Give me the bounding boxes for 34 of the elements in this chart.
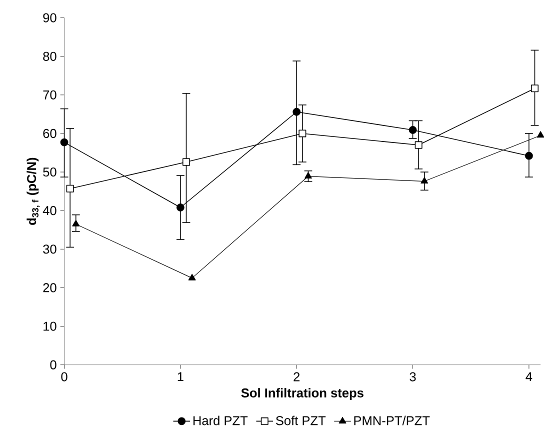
point bbox=[72, 220, 80, 226]
point bbox=[298, 130, 306, 138]
y-tick-label: 50 bbox=[43, 168, 56, 177]
y-tick-label: 90 bbox=[43, 13, 56, 22]
x-tick-label: 3 bbox=[410, 372, 416, 382]
x-tick-label: 2 bbox=[294, 372, 300, 382]
x-axis-title: Sol Infiltration steps bbox=[241, 388, 364, 400]
point bbox=[525, 152, 533, 160]
point bbox=[531, 84, 539, 92]
point bbox=[292, 108, 301, 116]
y-tick-label: 40 bbox=[42, 206, 56, 216]
x-tick-label: 4 bbox=[526, 372, 532, 382]
point bbox=[304, 172, 312, 179]
y-tick-label: 10 bbox=[44, 322, 56, 331]
y-tick-label: 70 bbox=[43, 90, 56, 100]
point bbox=[414, 141, 422, 149]
y-tick-label: 30 bbox=[43, 244, 56, 254]
y-axis-title: d$_{33, f}$ (pC/N) bbox=[26, 158, 40, 225]
legend-label: PMN-PT/PZT bbox=[354, 416, 430, 426]
y-tick-label: 80 bbox=[43, 52, 56, 61]
y-tick-label: 20 bbox=[43, 283, 56, 292]
legend-label: Hard PZT bbox=[193, 416, 248, 426]
x-tick-label: 0 bbox=[61, 372, 68, 382]
point bbox=[408, 126, 417, 134]
x-tick-label: 1 bbox=[178, 372, 184, 382]
legend-label: Soft PZT bbox=[276, 416, 326, 426]
point bbox=[182, 158, 190, 166]
point bbox=[420, 177, 428, 184]
y-tick-label: 60 bbox=[43, 128, 56, 138]
point bbox=[176, 204, 184, 212]
y-tick-label: 0 bbox=[50, 360, 56, 370]
point bbox=[66, 184, 74, 192]
point bbox=[60, 138, 68, 146]
point bbox=[188, 274, 196, 280]
